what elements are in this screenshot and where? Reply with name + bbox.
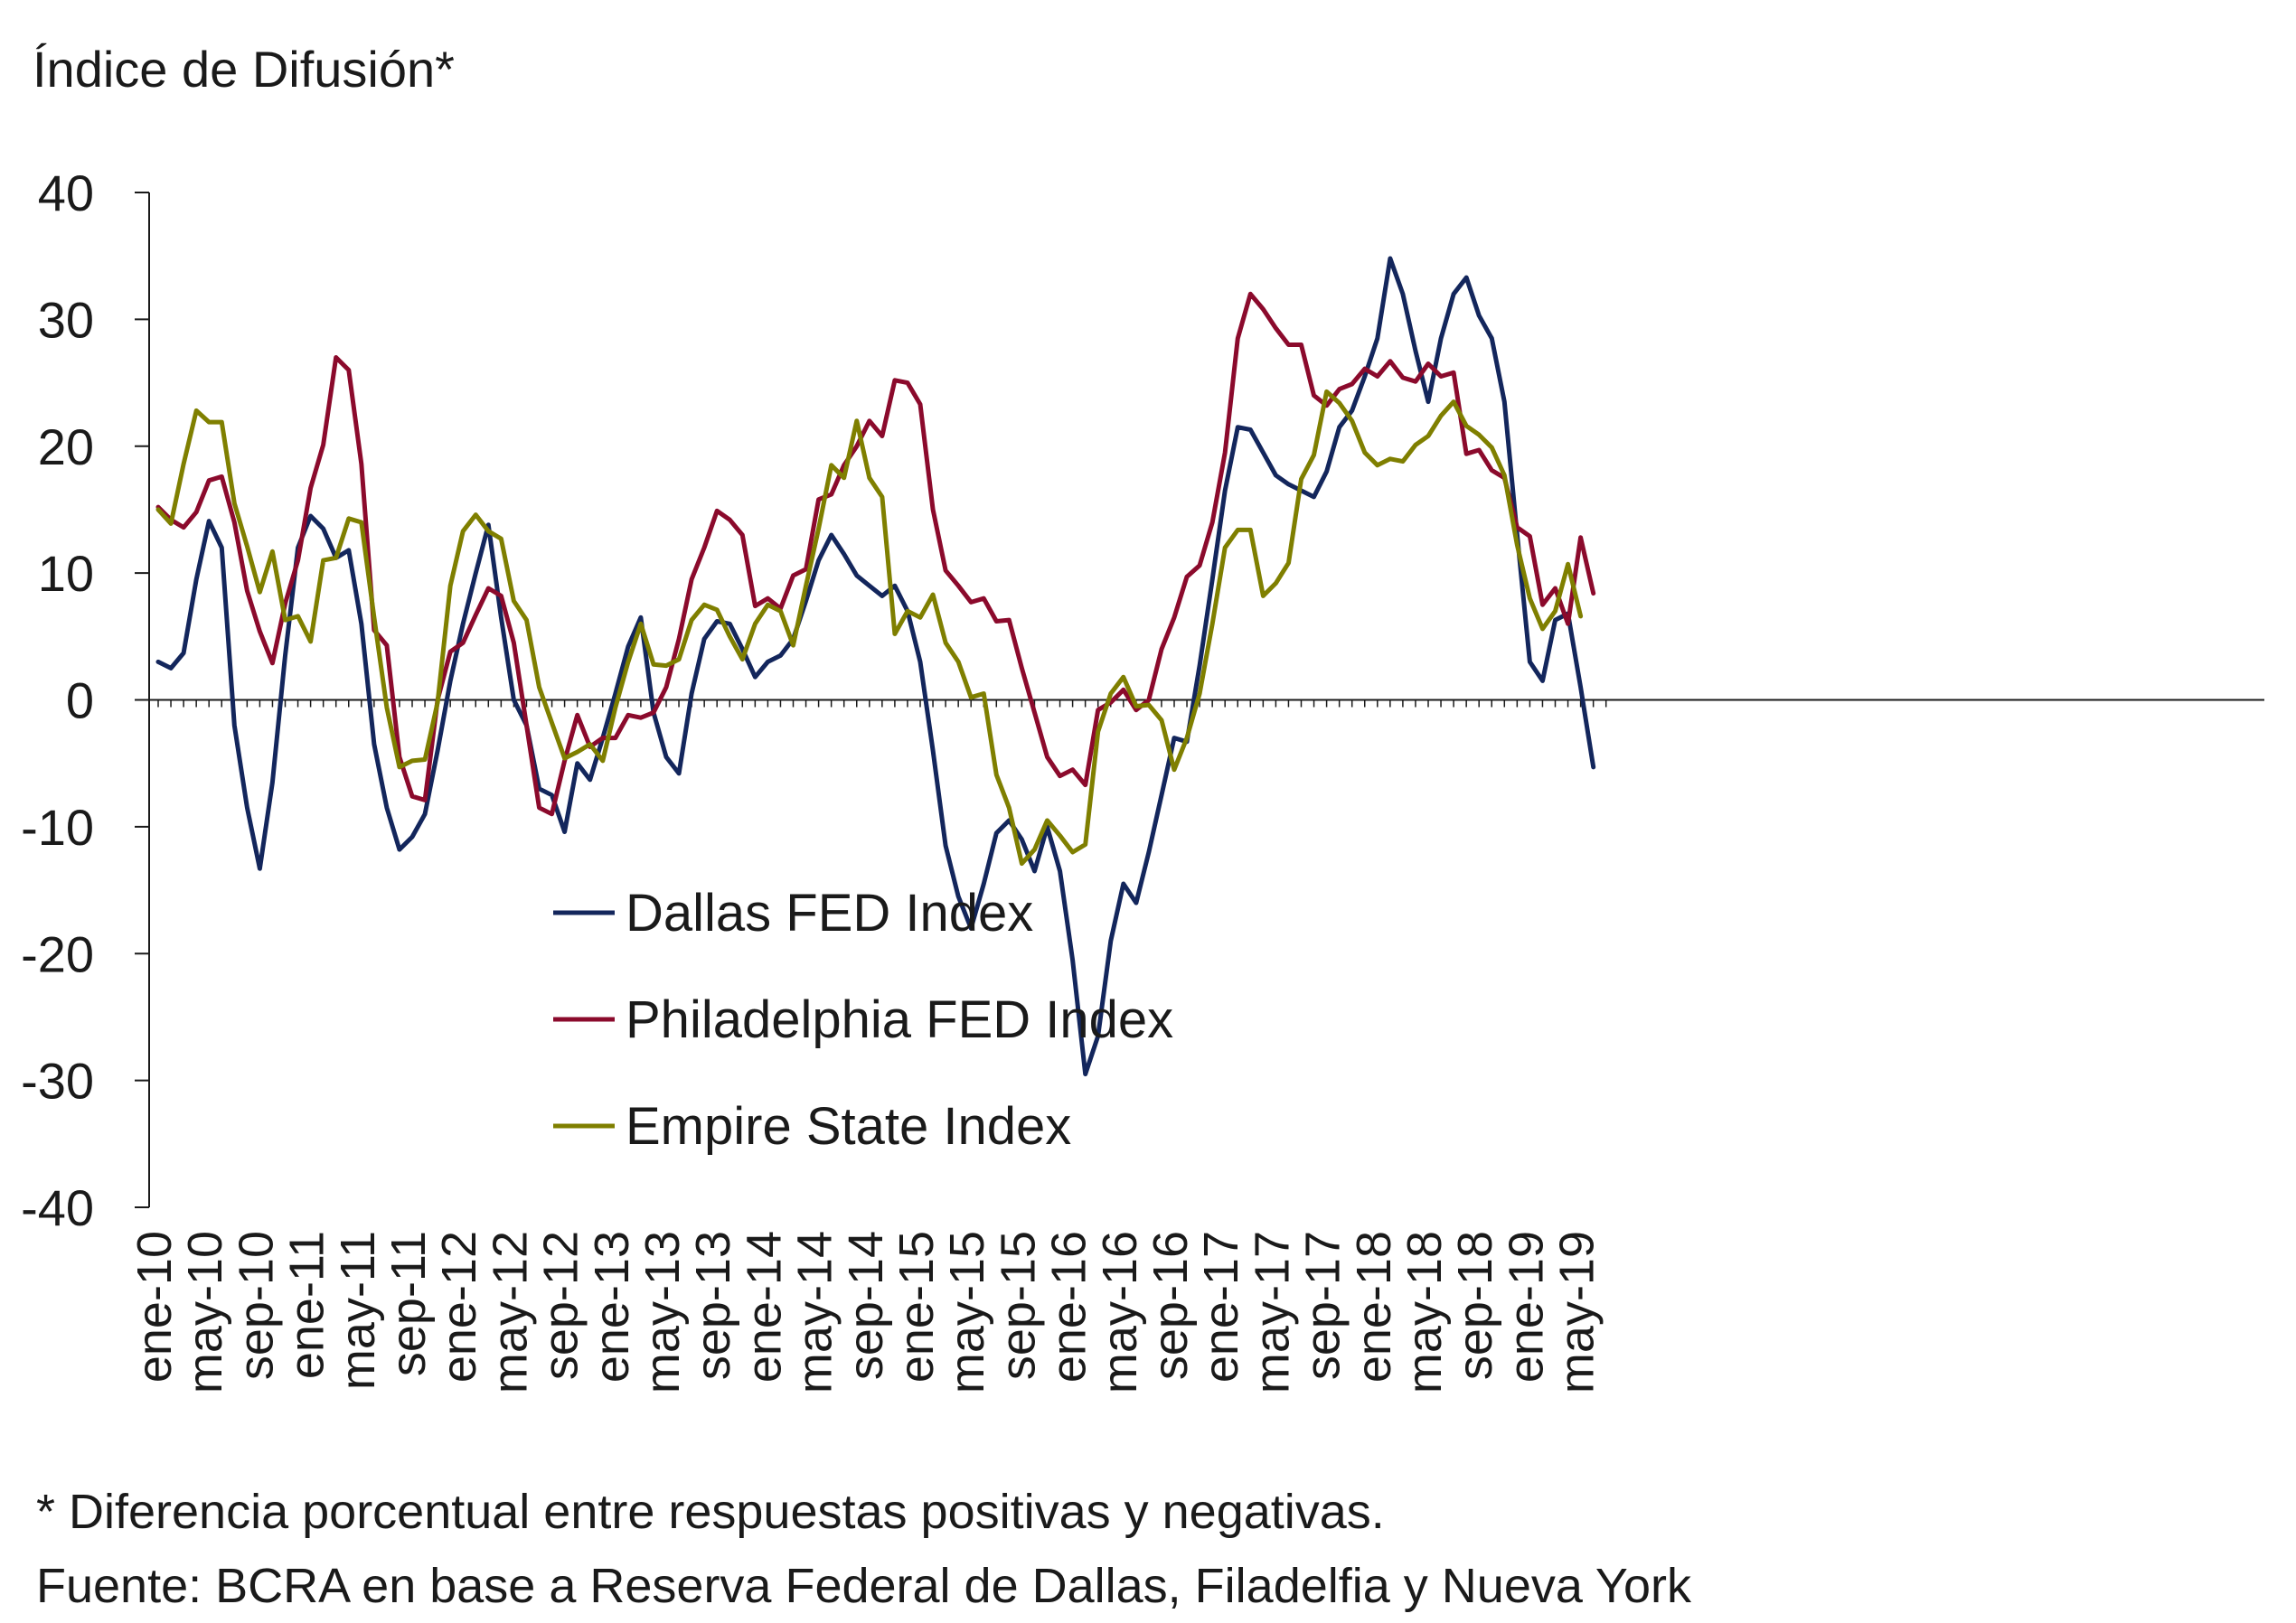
y-tick-label: 30 bbox=[38, 291, 94, 348]
x-tick-label: may-16 bbox=[1093, 1231, 1147, 1393]
x-tick-label: ene-11 bbox=[280, 1231, 334, 1379]
y-tick-label: -10 bbox=[21, 799, 94, 856]
x-tick-label: ene-14 bbox=[737, 1231, 791, 1383]
y-axis-title: Índice de Difusión* bbox=[33, 41, 455, 98]
footnotes: * Diferencia porcentual entre respuestas… bbox=[36, 1475, 1691, 1623]
source-note: Fuente: BCRA en base a Reserva Federal d… bbox=[36, 1559, 1691, 1613]
legend-label: Empire State Index bbox=[626, 1097, 1071, 1156]
footnote-definition: * Diferencia porcentual entre respuestas… bbox=[36, 1485, 1385, 1539]
x-tick-label: sep-18 bbox=[1448, 1231, 1502, 1380]
x-tick-label: ene-16 bbox=[1042, 1231, 1096, 1383]
axes bbox=[148, 192, 2264, 1207]
y-axis: 40 30 20 10 0 -10 -20 -30 -40 bbox=[21, 164, 149, 1236]
x-tick-label: ene-15 bbox=[889, 1231, 944, 1383]
y-tick-label: 20 bbox=[38, 418, 94, 475]
series-line-1 bbox=[155, 256, 1596, 1077]
x-tick-label: ene-10 bbox=[127, 1231, 182, 1383]
series-line-2 bbox=[155, 291, 1596, 817]
x-tick-label: may-19 bbox=[1550, 1231, 1604, 1393]
legend: Dallas FED Index Philadelphia FED Index Em… bbox=[553, 884, 1173, 1156]
x-tick-label: sep-14 bbox=[839, 1231, 893, 1380]
x-tick-label: sep-16 bbox=[1143, 1231, 1198, 1380]
x-tick-label: sep-15 bbox=[991, 1231, 1045, 1380]
x-tick-label: sep-13 bbox=[686, 1231, 740, 1380]
x-tick-label: sep-17 bbox=[1296, 1231, 1350, 1380]
x-tick-label: ene-18 bbox=[1347, 1231, 1401, 1383]
series-line-3 bbox=[155, 389, 1584, 867]
y-tick-label: 0 bbox=[66, 672, 94, 729]
x-tick-label: may-18 bbox=[1397, 1231, 1452, 1393]
x-tick-label: may-17 bbox=[1245, 1231, 1299, 1393]
line-chart: 40 30 20 10 0 -10 -20 -30 -40 ene-10may-10sep-10… bbox=[21, 164, 2264, 1393]
x-tick-label: ene-17 bbox=[1194, 1231, 1248, 1383]
x-axis: ene-10may-10sep-10ene-11may-11sep-11ene-… bbox=[127, 699, 1607, 1393]
x-tick-label: may-12 bbox=[483, 1231, 537, 1393]
series-lines bbox=[155, 256, 1596, 1077]
x-tick-label: may-15 bbox=[940, 1231, 994, 1393]
x-tick-label: may-14 bbox=[788, 1231, 842, 1393]
x-tick-label: sep-11 bbox=[381, 1231, 436, 1376]
x-tick-label: may-10 bbox=[178, 1231, 232, 1393]
x-tick-label: ene-12 bbox=[432, 1231, 486, 1383]
y-tick-label: 40 bbox=[38, 164, 94, 221]
x-tick-label: sep-10 bbox=[229, 1231, 283, 1380]
y-tick-label: -20 bbox=[21, 925, 94, 982]
x-tick-label: ene-19 bbox=[1499, 1231, 1553, 1383]
y-tick-label: 10 bbox=[38, 545, 94, 602]
x-tick-label: may-13 bbox=[635, 1231, 690, 1393]
legend-label: Dallas FED Index bbox=[626, 884, 1033, 943]
legend-label: Philadelphia FED Index bbox=[626, 990, 1173, 1049]
y-tick-label: -30 bbox=[21, 1053, 94, 1110]
x-tick-label: may-11 bbox=[331, 1231, 385, 1390]
y-tick-label: -40 bbox=[21, 1179, 94, 1236]
x-tick-label: ene-13 bbox=[585, 1231, 639, 1383]
x-tick-label: sep-12 bbox=[534, 1231, 588, 1380]
